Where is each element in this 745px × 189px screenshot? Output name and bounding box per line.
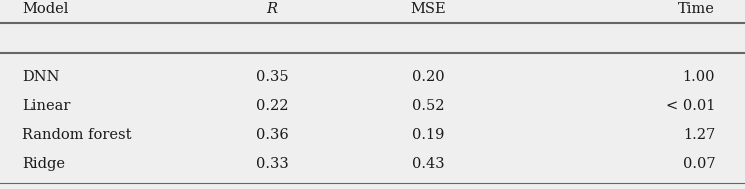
- Text: MSE: MSE: [410, 2, 446, 16]
- Text: 0.19: 0.19: [412, 128, 445, 142]
- Text: R: R: [267, 2, 277, 16]
- Text: 0.36: 0.36: [256, 128, 288, 142]
- Text: Random forest: Random forest: [22, 128, 132, 142]
- Text: Time: Time: [679, 2, 715, 16]
- Text: Ridge: Ridge: [22, 157, 66, 171]
- Text: < 0.01: < 0.01: [666, 99, 715, 113]
- Text: Linear: Linear: [22, 99, 71, 113]
- Text: 0.35: 0.35: [256, 70, 288, 84]
- Text: 0.52: 0.52: [412, 99, 445, 113]
- Text: 1.00: 1.00: [682, 70, 715, 84]
- Text: 0.07: 0.07: [682, 157, 715, 171]
- Text: 0.33: 0.33: [256, 157, 288, 171]
- Text: Model: Model: [22, 2, 69, 16]
- Text: 0.43: 0.43: [412, 157, 445, 171]
- Text: 0.20: 0.20: [412, 70, 445, 84]
- Text: 1.27: 1.27: [683, 128, 715, 142]
- Text: DNN: DNN: [22, 70, 60, 84]
- Text: 0.22: 0.22: [256, 99, 288, 113]
